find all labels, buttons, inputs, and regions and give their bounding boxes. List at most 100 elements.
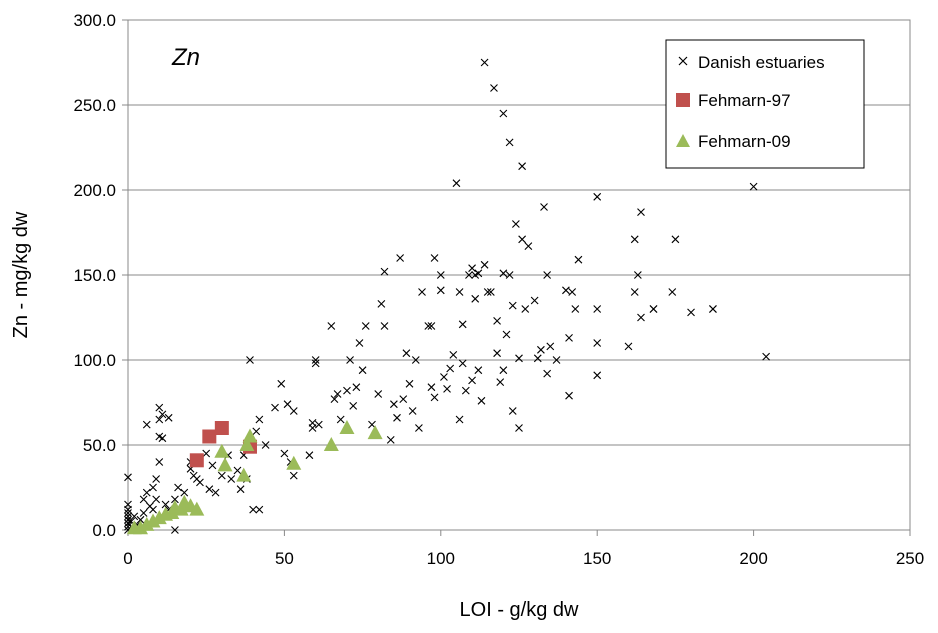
y-tick-label: 250.0 [73, 96, 116, 115]
legend-triangle-marker [676, 134, 690, 147]
point-danish-estuaries [593, 339, 602, 347]
point-danish-estuaries [624, 342, 633, 351]
point-danish-estuaries [533, 354, 542, 363]
point-danish-estuaries [377, 300, 386, 308]
point-danish-estuaries [280, 449, 289, 458]
point-danish-estuaries [389, 400, 398, 409]
point-danish-estuaries [543, 271, 552, 279]
legend-item-fehmarn-97: Fehmarn-97 [676, 91, 791, 110]
point-danish-estuaries [468, 376, 476, 385]
point-danish-estuaries [418, 288, 426, 296]
point-danish-estuaries [537, 345, 545, 354]
point-danish-estuaries [249, 505, 258, 514]
point-danish-estuaries [174, 483, 182, 492]
point-danish-estuaries [480, 58, 489, 67]
legend-item-fehmarn-09: Fehmarn-09 [676, 132, 791, 151]
point-danish-estuaries [483, 288, 492, 296]
point-danish-estuaries [336, 415, 345, 424]
point-danish-estuaries [205, 485, 214, 494]
point-danish-estuaries [455, 415, 464, 424]
point-fehmarn-09 [339, 420, 355, 434]
point-danish-estuaries [180, 488, 189, 497]
point-danish-estuaries [499, 269, 508, 278]
x-tick-label: 0 [123, 549, 132, 568]
point-danish-estuaries [202, 449, 211, 458]
legend-item-danish-estuaries: Danish estuaries [678, 53, 825, 72]
point-danish-estuaries [430, 393, 439, 402]
point-danish-estuaries [227, 475, 236, 483]
point-danish-estuaries [543, 369, 552, 378]
point-danish-estuaries [499, 109, 508, 118]
point-danish-estuaries [124, 509, 132, 517]
point-danish-estuaries [449, 351, 458, 359]
x-tick-label: 100 [427, 549, 455, 568]
point-danish-estuaries [499, 366, 508, 375]
point-danish-estuaries [130, 512, 139, 521]
point-fehmarn-09 [236, 467, 252, 482]
point-danish-estuaries [343, 386, 351, 395]
point-danish-estuaries [709, 305, 717, 313]
point-danish-estuaries [540, 203, 548, 211]
point-danish-estuaries [314, 420, 323, 429]
point-danish-estuaries [671, 235, 680, 244]
y-tick-label: 200.0 [73, 181, 116, 200]
point-danish-estuaries [386, 436, 395, 444]
point-danish-estuaries [380, 322, 389, 330]
point-danish-estuaries [508, 301, 517, 310]
point-danish-estuaries [142, 488, 151, 497]
point-danish-estuaries [637, 313, 645, 322]
point-danish-estuaries [233, 466, 242, 475]
point-danish-estuaries [139, 509, 148, 517]
point-danish-estuaries [246, 356, 254, 364]
x-axis-label: LOI - g/kg dw [460, 599, 579, 621]
x-tick-label: 50 [275, 549, 294, 568]
point-danish-estuaries [508, 407, 517, 415]
point-danish-estuaries [565, 334, 573, 342]
point-danish-estuaries [252, 427, 261, 436]
point-danish-estuaries [161, 500, 170, 509]
point-danish-estuaries [468, 264, 476, 273]
point-danish-estuaries [415, 424, 423, 432]
point-danish-estuaries [486, 288, 495, 296]
point-danish-estuaries [164, 413, 173, 422]
y-tick-label: 300.0 [73, 11, 116, 30]
point-danish-estuaries [458, 320, 467, 329]
point-danish-estuaries [562, 286, 570, 295]
point-danish-estuaries [524, 242, 533, 250]
point-danish-estuaries [393, 413, 401, 422]
point-danish-estuaries [136, 515, 145, 524]
point-danish-estuaries [255, 415, 264, 424]
point-danish-estuaries [361, 322, 370, 330]
point-danish-estuaries [152, 475, 161, 483]
point-danish-estuaries [149, 483, 157, 492]
point-danish-estuaries [171, 526, 179, 534]
point-danish-estuaries [405, 379, 414, 388]
legend-box [665, 39, 865, 169]
point-danish-estuaries [374, 390, 383, 398]
point-danish-estuaries [358, 366, 367, 375]
point-danish-estuaries [668, 288, 677, 296]
point-danish-estuaries [158, 434, 167, 443]
point-danish-estuaries [124, 512, 132, 521]
point-fehmarn-09 [286, 455, 302, 470]
point-danish-estuaries [330, 395, 339, 403]
point-danish-estuaries [211, 488, 220, 497]
point-danish-estuaries [430, 254, 439, 262]
point-danish-estuaries [687, 308, 695, 317]
point-danish-estuaries [521, 305, 530, 313]
point-danish-estuaries [440, 373, 448, 381]
point-danish-estuaries [349, 402, 358, 410]
point-fehmarn-09 [217, 457, 233, 472]
point-danish-estuaries [396, 254, 405, 262]
point-danish-estuaries [152, 495, 161, 504]
y-tick-label: 150.0 [73, 266, 116, 285]
point-danish-estuaries [762, 352, 771, 361]
point-danish-estuaries [455, 288, 464, 296]
y-tick-label: 0.0 [92, 521, 116, 540]
point-danish-estuaries [124, 473, 132, 482]
point-danish-estuaries [149, 505, 157, 514]
data-points [124, 58, 771, 535]
point-danish-estuaries [305, 451, 314, 460]
point-danish-estuaries [171, 495, 179, 504]
